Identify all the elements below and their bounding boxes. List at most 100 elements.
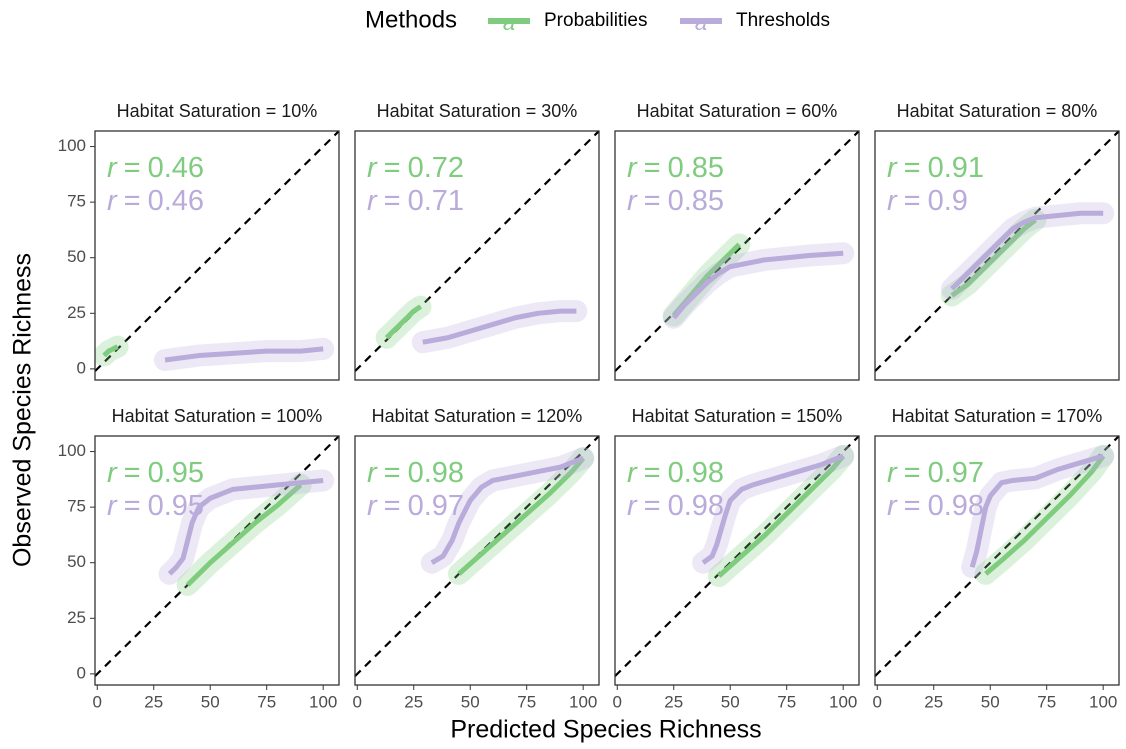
correlation-label: r = 0.85: [627, 185, 724, 217]
r-value: 0.95: [148, 490, 204, 522]
x-tick-label: 0: [873, 692, 882, 711]
panel-border: [354, 130, 600, 381]
r-symbol: r: [367, 457, 378, 489]
r-symbol: r: [627, 457, 638, 489]
correlation-label: r = 0.91: [887, 152, 984, 184]
r-symbol: r: [367, 185, 378, 217]
x-tick-label: 0: [353, 692, 362, 711]
point-cloud: [692, 445, 855, 574]
correlation-label: r = 0.95: [107, 490, 204, 522]
r-value: 0.95: [148, 457, 204, 489]
reference-line: [875, 436, 1119, 677]
correlation-label: r = 0.72: [367, 152, 464, 184]
trend-line: [457, 456, 586, 576]
y-tick-label: 0: [77, 358, 86, 377]
r-equals: =: [384, 490, 401, 522]
trend-line: [717, 454, 846, 578]
r-symbol: r: [887, 457, 898, 489]
r-equals: =: [644, 152, 661, 184]
r-symbol: r: [107, 152, 118, 184]
panel-border: [94, 435, 340, 686]
point-cloud: [961, 445, 1115, 579]
y-tick-label: 25: [67, 608, 86, 627]
trend-line: [430, 455, 585, 565]
r-value: 0.97: [928, 457, 984, 489]
trend-line: [185, 483, 303, 587]
x-tick-label: 0: [93, 692, 102, 711]
correlation-label: r = 0.98: [887, 490, 984, 522]
x-tick-label: 75: [517, 692, 536, 711]
x-tick-label: 25: [144, 692, 163, 711]
trend-line: [984, 454, 1106, 576]
trend-line: [950, 217, 1037, 298]
trend-line: [102, 344, 119, 358]
r-symbol: r: [627, 185, 638, 217]
strip-title: Habitat Saturation = 80%: [897, 101, 1098, 121]
r-equals: =: [384, 152, 401, 184]
reference-line: [95, 131, 339, 372]
panel-border: [94, 130, 340, 381]
r-equals: =: [384, 185, 401, 217]
x-tick-label: 25: [404, 692, 423, 711]
r-equals: =: [124, 457, 141, 489]
legend-label: Thresholds: [736, 10, 830, 31]
correlation-label: r = 0.98: [627, 490, 724, 522]
strip-title: Habitat Saturation = 30%: [377, 101, 578, 121]
x-tick-label: 50: [721, 692, 740, 711]
panel-border: [614, 130, 860, 381]
x-tick-label: 75: [777, 692, 796, 711]
r-symbol: r: [887, 185, 898, 217]
y-tick-label: 75: [67, 497, 86, 516]
trend-line: [164, 346, 324, 363]
x-tick-label: 25: [924, 692, 943, 711]
panel-border: [354, 435, 600, 686]
r-value: 0.91: [928, 152, 984, 184]
reference-line: [875, 131, 1119, 372]
x-tick-label: 100: [829, 692, 857, 711]
r-symbol: r: [367, 152, 378, 184]
strip-title: Habitat Saturation = 150%: [632, 406, 843, 426]
y-tick-label: 0: [77, 663, 86, 682]
x-tick-label: 100: [1089, 692, 1117, 711]
y-tick-label: 50: [67, 552, 86, 571]
r-equals: =: [644, 490, 661, 522]
x-tick-label: 50: [981, 692, 1000, 711]
y-tick-label: 100: [58, 136, 86, 155]
x-tick-label: 100: [569, 692, 597, 711]
correlation-label: r = 0.46: [107, 185, 204, 217]
correlation-label: r = 0.98: [627, 457, 724, 489]
y-tick-label: 100: [58, 441, 86, 460]
r-value: 0.71: [408, 185, 464, 217]
r-equals: =: [904, 490, 921, 522]
x-tick-label: 75: [257, 692, 276, 711]
trend-line: [969, 453, 1104, 568]
r-value: 0.85: [668, 152, 724, 184]
r-value: 0.46: [148, 185, 204, 217]
r-value: 0.9: [928, 185, 968, 217]
r-value: 0.46: [148, 152, 204, 184]
strip-title: Habitat Saturation = 100%: [112, 406, 323, 426]
trend-line: [422, 308, 577, 345]
panel-border: [874, 435, 1120, 686]
x-tick-label: 25: [664, 692, 683, 711]
r-value: 0.98: [928, 490, 984, 522]
correlation-label: r = 0.98: [367, 457, 464, 489]
r-equals: =: [124, 152, 141, 184]
panel-border: [614, 435, 860, 686]
r-equals: =: [124, 490, 141, 522]
trend-line: [671, 250, 844, 320]
correlation-label: r = 0.46: [107, 152, 204, 184]
r-symbol: r: [887, 490, 898, 522]
strip-title: Habitat Saturation = 60%: [637, 101, 838, 121]
r-value: 0.98: [408, 457, 464, 489]
r-symbol: r: [107, 185, 118, 217]
x-tick-label: 100: [309, 692, 337, 711]
r-symbol: r: [367, 490, 378, 522]
strip-title: Habitat Saturation = 120%: [372, 406, 583, 426]
y-tick-label: 25: [67, 303, 86, 322]
r-symbol: r: [627, 490, 638, 522]
panel-border: [874, 130, 1120, 381]
trend-line: [384, 304, 422, 340]
r-equals: =: [904, 152, 921, 184]
